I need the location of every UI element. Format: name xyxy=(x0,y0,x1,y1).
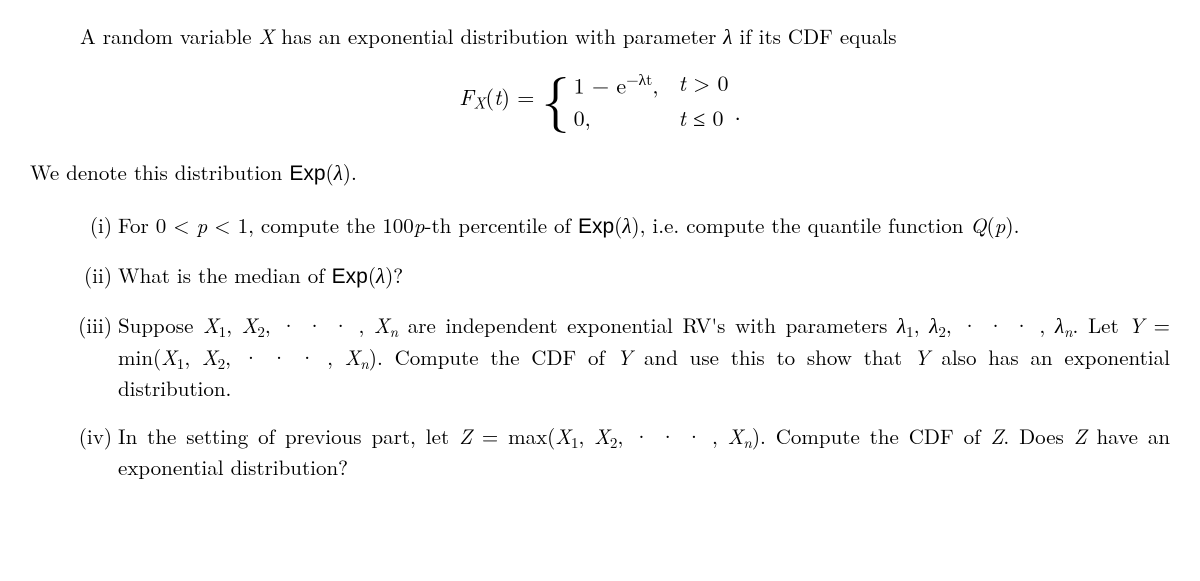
iii-c2: , · · · , xyxy=(265,310,374,340)
item-number: (iii) xyxy=(30,311,118,339)
eq-F-sub: X xyxy=(474,91,486,114)
eq-F: F xyxy=(459,81,473,112)
i-mid3: , i.e. compute the quantile function xyxy=(640,210,971,240)
denote-pre: We denote this distribution xyxy=(30,157,289,187)
iv-msn: n xyxy=(743,432,752,453)
iv-ms1: 1 xyxy=(571,432,579,453)
case1-expr: 1 − e−λt, xyxy=(574,68,659,100)
iii-msn: n xyxy=(360,352,369,373)
iii-xn: X xyxy=(374,310,390,340)
item-list: (i) For 0 < p < 1, compute the 100p-th p… xyxy=(30,211,1170,482)
iii-Y2: Y xyxy=(617,342,633,372)
iii-mxn: X xyxy=(345,342,361,372)
iv-c: . Does xyxy=(1003,421,1073,451)
i-fn: Exp xyxy=(578,215,614,238)
i-end: . xyxy=(1014,210,1020,240)
item-i: (i) For 0 < p < 1, compute the 100p-th p… xyxy=(30,211,1170,241)
i-mid2: -th percentile of xyxy=(424,210,577,240)
i-p: p xyxy=(197,210,208,240)
iii-l1: λ xyxy=(897,310,906,340)
iii-c1: , xyxy=(226,310,242,340)
iv-Z2: Z xyxy=(990,421,1003,451)
iii-l2: λ xyxy=(929,310,938,340)
case1-cond: t > 0 xyxy=(678,68,728,100)
iii-x2: X xyxy=(242,310,258,340)
i-p2: p xyxy=(414,210,425,240)
iii-ls2: 2 xyxy=(938,321,946,342)
iii-lsn: n xyxy=(1064,321,1073,342)
iii-mx2: X xyxy=(202,342,218,372)
iii-s2: 2 xyxy=(257,321,265,342)
iii-x1: X xyxy=(203,310,219,340)
denote-arg: (λ). xyxy=(326,157,357,187)
iv-mc1: , xyxy=(579,421,595,451)
ii-arg: (λ) xyxy=(368,260,393,290)
item-number: (i) xyxy=(30,211,118,239)
iii-ms2: 2 xyxy=(218,352,226,373)
i-Q: Q xyxy=(970,210,986,240)
iv-eq: = max( xyxy=(472,421,555,451)
case2-expr: 0, xyxy=(574,103,659,133)
item-body: For 0 < p < 1, compute the 100p-th perce… xyxy=(118,211,1170,241)
iv-a: In the setting of previous part, let xyxy=(118,421,459,451)
item-ii: (ii) What is the median of Exp(λ)? xyxy=(30,261,1170,291)
item-number: (ii) xyxy=(30,261,118,289)
i-arg: (λ) xyxy=(614,210,639,240)
iii-Y: Y xyxy=(1128,310,1144,340)
eq-period: . xyxy=(735,97,741,127)
case1-a: 1 − e xyxy=(574,70,627,101)
ii-fn: Exp xyxy=(332,265,368,288)
iii-mc2: , · · · , xyxy=(225,342,345,372)
case1-exp-text: −λt xyxy=(626,67,652,90)
iii-lc2: , · · · , xyxy=(946,310,1055,340)
cdf-equation: FX(t) = { 1 − e−λt, t > 0 0, t ≤ 0 . xyxy=(30,68,1170,132)
iii-c: Let xyxy=(1088,310,1128,340)
i-pre: For 0 < xyxy=(118,210,197,240)
iii-mc1: , xyxy=(184,342,202,372)
case1-exp: −λt xyxy=(626,67,652,90)
iv-mcend: ). xyxy=(752,421,776,451)
iii-d: Compute the CDF of xyxy=(395,342,617,372)
iii-lend: . xyxy=(1073,310,1089,340)
denote-line: We denote this distribution Exp(λ). xyxy=(30,158,1170,188)
ii-end: ? xyxy=(393,260,403,290)
iv-b: Compute the CDF of xyxy=(776,421,991,451)
intro-paragraph: A random variable X has an exponential d… xyxy=(30,22,1170,50)
case2-cond: t ≤ 0 xyxy=(678,103,728,133)
i-Qarg: (p) xyxy=(986,210,1013,240)
item-body: Suppose X1, X2, · · · , Xn are independe… xyxy=(118,311,1170,402)
iii-e: and use this to show that xyxy=(632,342,914,372)
item-iii: (iii) Suppose X1, X2, · · · , Xn are ind… xyxy=(30,311,1170,402)
i-mid1: < 1, compute the 100 xyxy=(207,210,413,240)
item-body: What is the median of Exp(λ)? xyxy=(118,261,1170,291)
iv-mxn: X xyxy=(728,421,744,451)
item-iv: (iv) In the setting of previous part, le… xyxy=(30,422,1170,482)
case1-comma: , xyxy=(652,70,658,101)
iii-b: are independent exponential RV's with pa… xyxy=(398,310,897,340)
iv-Z3: Z xyxy=(1074,421,1087,451)
iii-ln: λ xyxy=(1055,310,1064,340)
denote-fn: Exp xyxy=(289,162,325,185)
iii-a: Suppose xyxy=(118,310,203,340)
item-number: (iv) xyxy=(30,422,118,450)
item-body: In the setting of previous part, let Z =… xyxy=(118,422,1170,482)
iii-mx1: X xyxy=(161,342,177,372)
iii-lc1: , xyxy=(914,310,930,340)
page: A random variable X has an exponential d… xyxy=(0,0,1200,528)
eq-arg: (t) = xyxy=(485,81,541,112)
iii-ls1: 1 xyxy=(906,321,914,342)
iv-mc2: , · · · , xyxy=(617,421,727,451)
ii-pre: What is the median of xyxy=(118,260,332,290)
piecewise: { 1 − e−λt, t > 0 0, t ≤ 0 . xyxy=(542,68,741,132)
iv-Z: Z xyxy=(459,421,472,451)
iv-mx1: X xyxy=(555,421,571,451)
iii-Y3: Y xyxy=(914,342,930,372)
iv-mx2: X xyxy=(594,421,610,451)
iii-mcend: ). xyxy=(369,342,395,372)
brace-icon: { xyxy=(542,73,570,121)
cases: 1 − e−λt, t > 0 0, t ≤ 0 xyxy=(574,68,729,132)
iii-sn: n xyxy=(390,321,399,342)
intro-text: A random variable X has an exponential d… xyxy=(80,21,897,51)
